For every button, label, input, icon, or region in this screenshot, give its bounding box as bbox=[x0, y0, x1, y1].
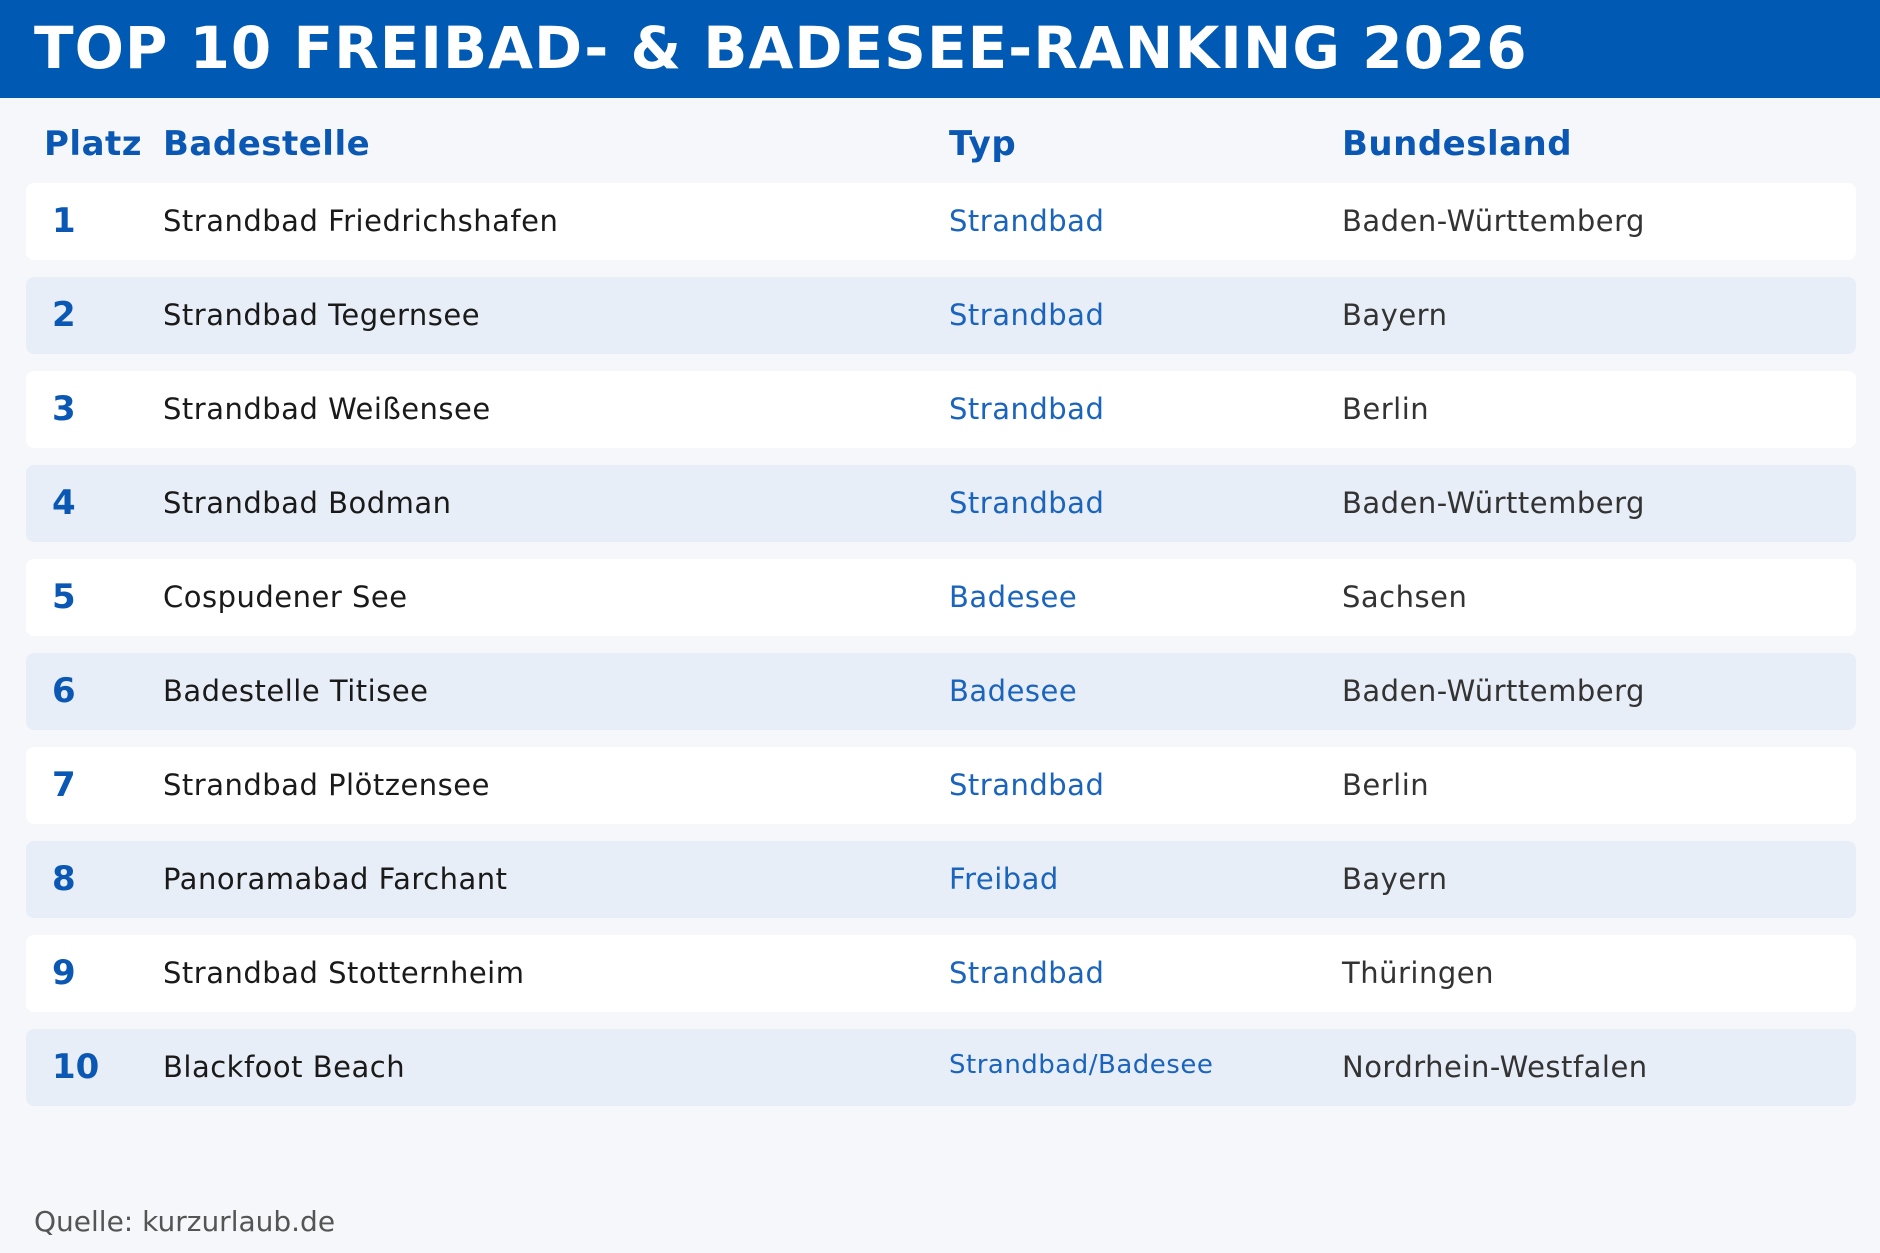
table-row: 6 Badestelle Titisee Badesee Baden-Württemb… bbox=[26, 653, 1856, 730]
bundesland-cell: Berlin bbox=[1342, 768, 1430, 802]
badestelle-cell: Strandbad Weißensee bbox=[163, 392, 491, 426]
table-row: 10 Blackfoot Beach Strandbad/Badesee Nordrh… bbox=[26, 1029, 1856, 1106]
badestelle-cell: Strandbad Bodman bbox=[163, 486, 452, 520]
typ-cell: Strandbad/Badesee bbox=[949, 1050, 1214, 1080]
bundesland-cell: Baden-Württemberg bbox=[1342, 674, 1645, 708]
typ-cell: Badesee bbox=[949, 674, 1078, 708]
bundesland-cell: Bayern bbox=[1342, 298, 1448, 332]
column-header-typ: Typ bbox=[949, 124, 1017, 164]
typ-cell: Strandbad bbox=[949, 298, 1105, 332]
badestelle-cell: Strandbad Stotternheim bbox=[163, 956, 525, 990]
table-header: Platz Badestelle Typ Bundesland bbox=[0, 116, 1880, 172]
table-row: 1 Strandbad Friedrichshafen Strandbad Baden… bbox=[26, 183, 1856, 260]
rank-cell: 9 bbox=[52, 953, 76, 993]
badestelle-cell: Panoramabad Farchant bbox=[163, 862, 508, 896]
rank-cell: 7 bbox=[52, 765, 76, 805]
bundesland-cell: Baden-Württemberg bbox=[1342, 486, 1645, 520]
typ-cell: Strandbad bbox=[949, 486, 1105, 520]
rank-cell: 5 bbox=[52, 577, 76, 617]
rank-cell: 6 bbox=[52, 671, 76, 711]
typ-cell: Strandbad bbox=[949, 956, 1105, 990]
rank-cell: 10 bbox=[52, 1047, 100, 1087]
typ-cell: Strandbad bbox=[949, 392, 1105, 426]
bundesland-cell: Sachsen bbox=[1342, 580, 1468, 614]
badestelle-cell: Strandbad Tegernsee bbox=[163, 298, 481, 332]
badestelle-cell: Blackfoot Beach bbox=[163, 1050, 406, 1084]
bundesland-cell: Baden-Württemberg bbox=[1342, 204, 1645, 238]
table-row: 7 Strandbad Plötzensee Strandbad Berlin bbox=[26, 747, 1856, 824]
badestelle-cell: Cospudener See bbox=[163, 580, 408, 614]
typ-cell: Badesee bbox=[949, 580, 1078, 614]
column-header-badestelle: Badestelle bbox=[163, 124, 371, 164]
rank-cell: 4 bbox=[52, 483, 76, 523]
table-row: 2 Strandbad Tegernsee Strandbad Bayern bbox=[26, 277, 1856, 354]
table-row: 3 Strandbad Weißensee Strandbad Berlin bbox=[26, 371, 1856, 448]
bundesland-cell: Bayern bbox=[1342, 862, 1448, 896]
title-bar: TOP 10 FREIBAD- & BADESEE-RANKING 2026 bbox=[0, 0, 1880, 98]
rank-cell: 1 bbox=[52, 201, 76, 241]
badestelle-cell: Strandbad Plötzensee bbox=[163, 768, 490, 802]
table-row: 5 Cospudener See Badesee Sachsen bbox=[26, 559, 1856, 636]
typ-cell: Strandbad bbox=[949, 768, 1105, 802]
table-row: 9 Strandbad Stotternheim Strandbad Thüringe… bbox=[26, 935, 1856, 1012]
badestelle-cell: Badestelle Titisee bbox=[163, 674, 429, 708]
page-title: TOP 10 FREIBAD- & BADESEE-RANKING 2026 bbox=[34, 14, 1528, 82]
typ-cell: Freibad bbox=[949, 862, 1059, 896]
column-header-platz: Platz bbox=[44, 124, 143, 164]
rank-cell: 2 bbox=[52, 295, 76, 335]
rank-cell: 3 bbox=[52, 389, 76, 429]
source-note: Quelle: kurzurlaub.de bbox=[34, 1205, 336, 1238]
column-header-bundesland: Bundesland bbox=[1342, 124, 1573, 164]
bundesland-cell: Nordrhein-Westfalen bbox=[1342, 1050, 1648, 1084]
table-row: 8 Panoramabad Farchant Freibad Bayern bbox=[26, 841, 1856, 918]
bundesland-cell: Berlin bbox=[1342, 392, 1430, 426]
rank-cell: 8 bbox=[52, 859, 76, 899]
typ-cell: Strandbad bbox=[949, 204, 1105, 238]
bundesland-cell: Thüringen bbox=[1342, 956, 1494, 990]
table-row: 4 Strandbad Bodman Strandbad Baden-Württemb… bbox=[26, 465, 1856, 542]
badestelle-cell: Strandbad Friedrichshafen bbox=[163, 204, 559, 238]
